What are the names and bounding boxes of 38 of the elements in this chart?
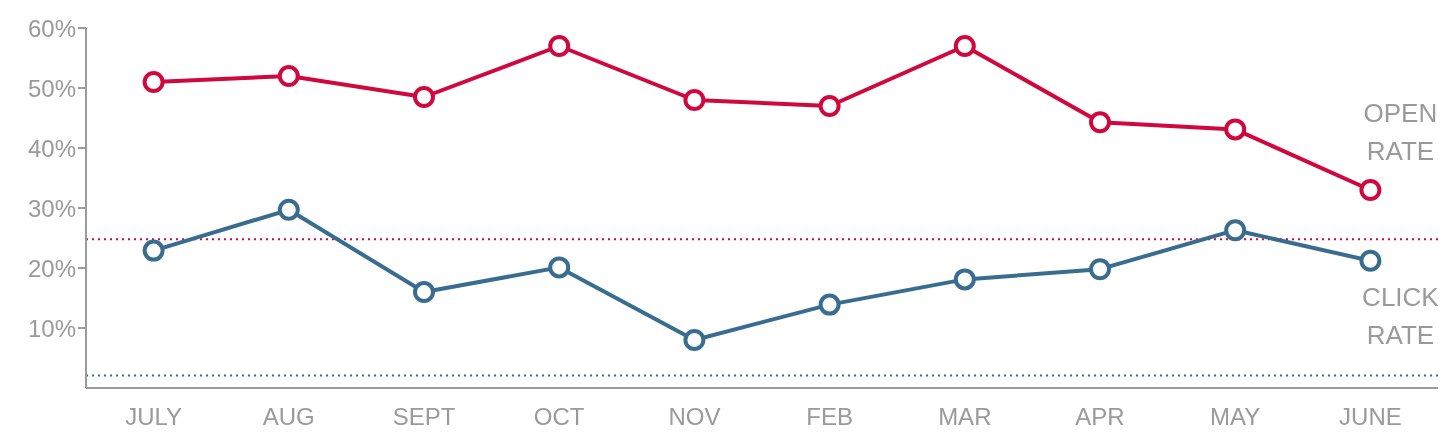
x-tick-label: JULY	[125, 403, 183, 431]
point	[142, 71, 165, 93]
point	[683, 329, 706, 351]
point	[818, 293, 841, 316]
y-tick-label: 40%	[27, 134, 76, 162]
x-tick-label: MAY	[1210, 403, 1261, 431]
point	[1224, 219, 1247, 242]
y-tick-label: 20%	[27, 254, 76, 282]
point	[818, 95, 841, 117]
x-tick-label: AUG	[262, 403, 315, 431]
series-label: CLICK RATE	[1362, 281, 1440, 350]
point	[1089, 258, 1111, 281]
x-tick-label: APR	[1075, 403, 1125, 431]
y-tick-label: 60%	[27, 14, 76, 42]
x-tick-label: MAR	[938, 403, 992, 431]
x-tick-label: FEB	[806, 403, 853, 431]
x-tick-label: NOV	[668, 403, 721, 431]
x-tick-label: OCT	[533, 403, 585, 431]
x-tick-label: JUNE	[1339, 403, 1402, 431]
series-label: OPEN RATE	[1363, 98, 1438, 166]
point	[548, 35, 571, 57]
point	[142, 239, 165, 262]
point	[277, 198, 300, 221]
x-tick-label: SEPT	[392, 403, 456, 431]
y-tick-label: 50%	[27, 74, 76, 102]
y-tick-label: 10%	[27, 314, 76, 342]
point	[1359, 179, 1382, 201]
point	[1359, 249, 1382, 272]
point	[277, 65, 300, 87]
point	[548, 256, 571, 279]
point	[413, 281, 435, 303]
point	[413, 86, 435, 108]
point	[683, 89, 706, 111]
point	[1224, 118, 1247, 141]
point	[953, 268, 976, 291]
point	[1089, 111, 1111, 134]
point	[953, 35, 976, 57]
y-tick-label: 30%	[27, 194, 76, 222]
